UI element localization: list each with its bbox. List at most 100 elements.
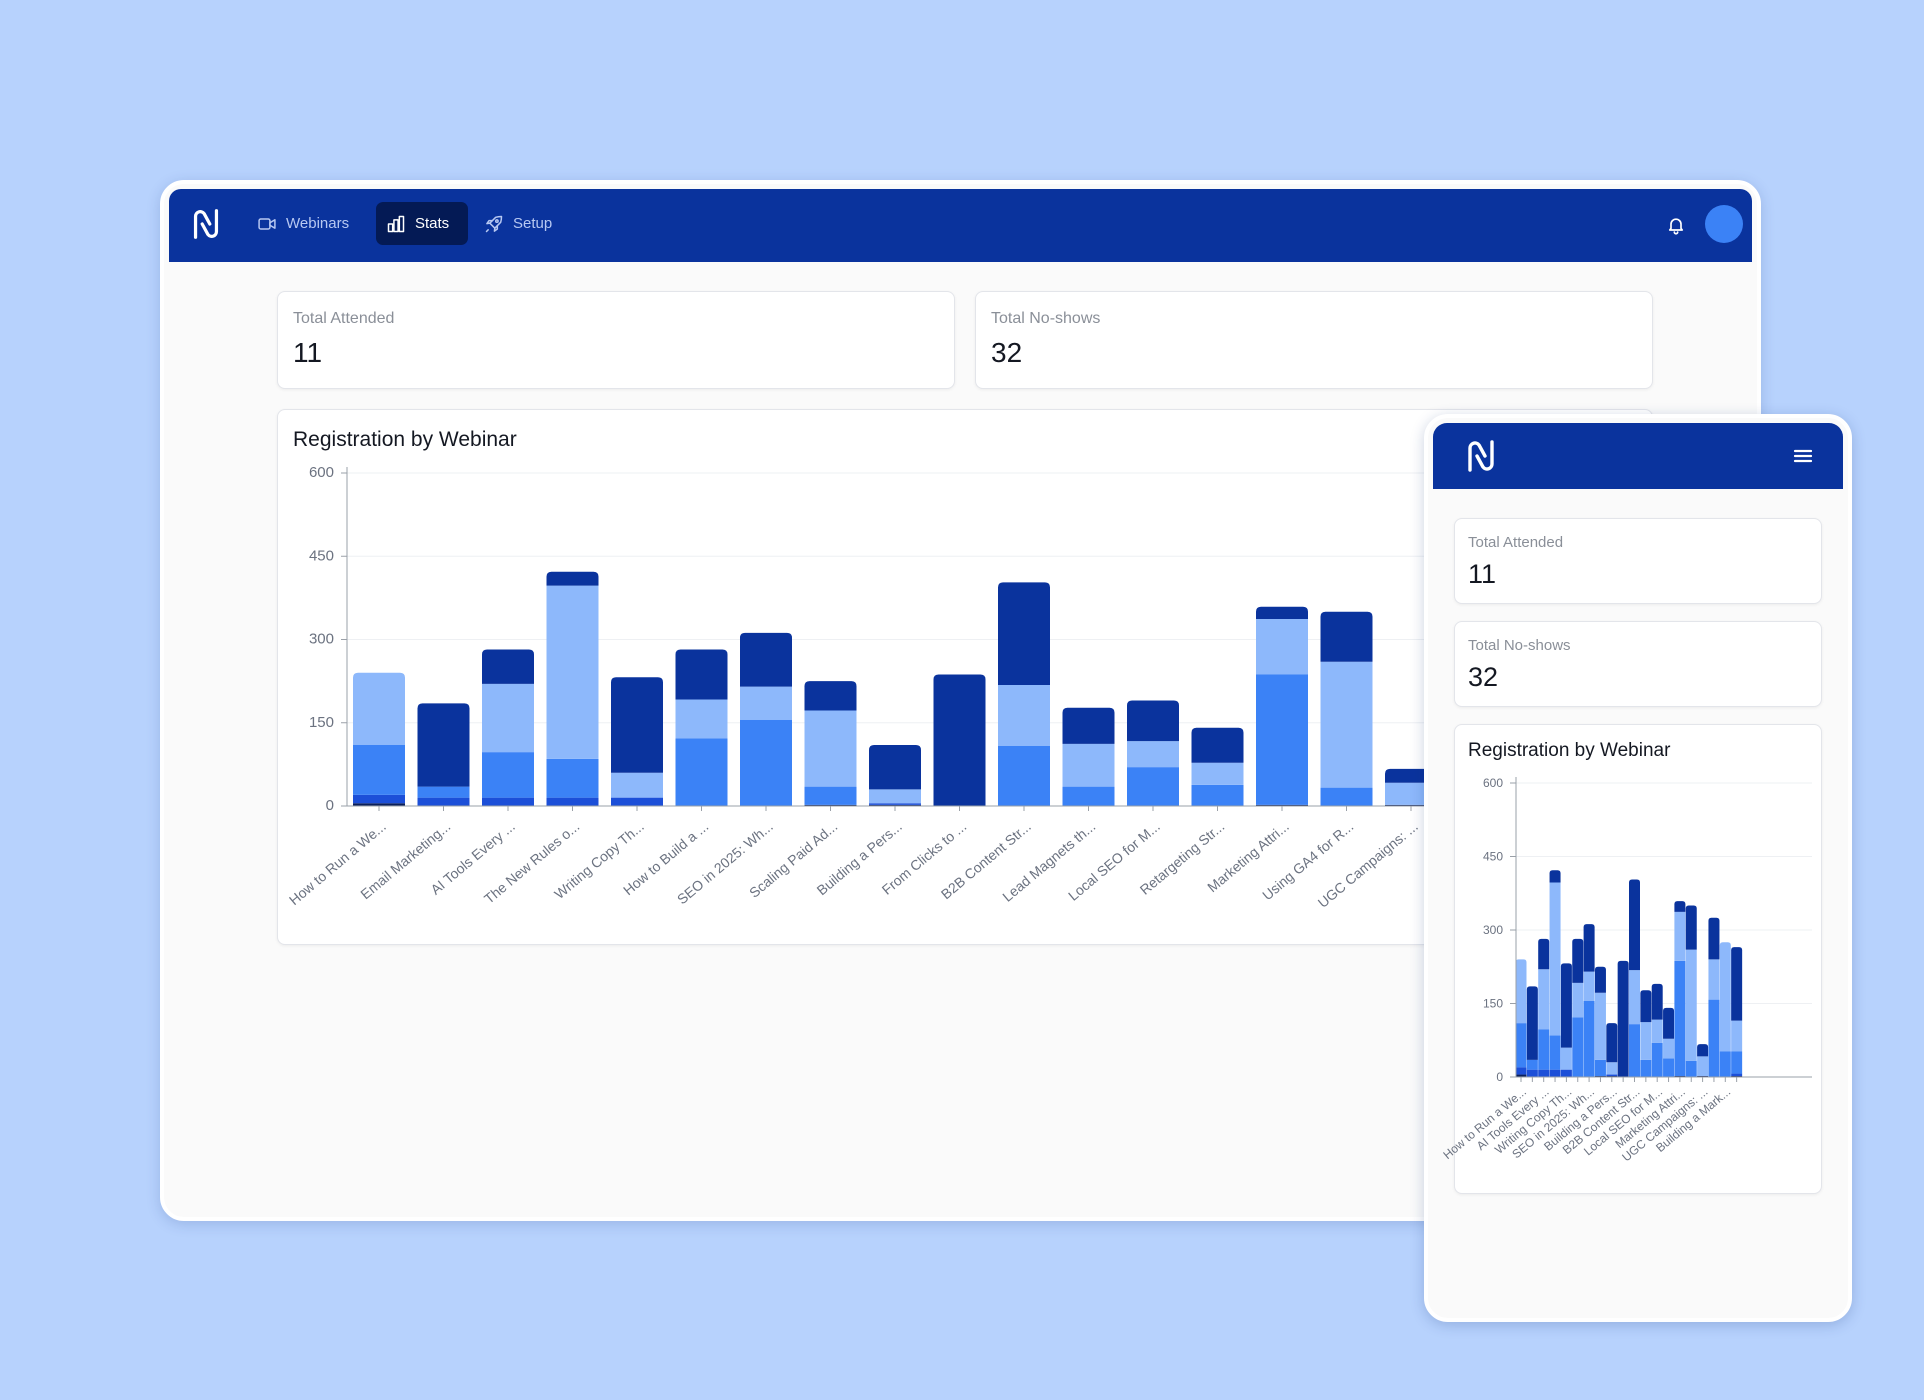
- bar-segment[interactable]: [1127, 767, 1179, 806]
- bar-segment[interactable]: [1583, 1001, 1595, 1077]
- bar-segment[interactable]: [1731, 1073, 1743, 1077]
- nav-item-setup[interactable]: Setup: [480, 202, 570, 245]
- bar-segment[interactable]: [1685, 905, 1697, 950]
- bar-segment[interactable]: [546, 571, 599, 586]
- bar-segment[interactable]: [1256, 674, 1308, 805]
- bar-segment[interactable]: [869, 789, 921, 804]
- bar-segment[interactable]: [1515, 1067, 1527, 1075]
- bar-segment[interactable]: [1560, 1069, 1572, 1077]
- bar-segment[interactable]: [998, 685, 1050, 747]
- bar-segment[interactable]: [869, 803, 921, 805]
- bar-segment[interactable]: [1697, 1044, 1709, 1057]
- bar-segment[interactable]: [675, 738, 728, 806]
- bar-segment[interactable]: [1674, 911, 1686, 961]
- bar-segment[interactable]: [675, 699, 728, 739]
- bar-segment[interactable]: [1640, 990, 1652, 1023]
- user-avatar-icon[interactable]: [1705, 205, 1743, 243]
- brand-logo-icon[interactable]: [187, 205, 225, 243]
- bar-segment[interactable]: [1526, 986, 1538, 1060]
- bar-segment[interactable]: [1560, 963, 1572, 1048]
- bar-segment[interactable]: [1640, 1022, 1652, 1060]
- bar-segment[interactable]: [1526, 1059, 1538, 1070]
- bar-segment[interactable]: [546, 797, 599, 806]
- bar-segment[interactable]: [1663, 1038, 1675, 1059]
- bar-segment[interactable]: [1127, 741, 1179, 768]
- bar-segment[interactable]: [1256, 606, 1308, 619]
- bar-segment[interactable]: [1594, 1059, 1606, 1077]
- bar-segment[interactable]: [1538, 969, 1550, 1030]
- bar-segment[interactable]: [1538, 1029, 1550, 1070]
- bar-segment[interactable]: [1572, 982, 1584, 1018]
- bar-segment[interactable]: [1256, 618, 1308, 675]
- bar-segment[interactable]: [998, 582, 1050, 686]
- bar-segment[interactable]: [1651, 1019, 1663, 1043]
- bar-segment[interactable]: [1560, 1047, 1572, 1070]
- bar-segment[interactable]: [1062, 786, 1115, 806]
- bar-segment[interactable]: [1191, 727, 1244, 763]
- bar-segment[interactable]: [1549, 882, 1561, 1036]
- bar-segment[interactable]: [740, 686, 792, 720]
- bar-segment[interactable]: [675, 649, 728, 700]
- bar-segment[interactable]: [1515, 959, 1527, 1024]
- bell-icon[interactable]: [1666, 215, 1686, 235]
- bar-segment[interactable]: [1731, 1051, 1743, 1074]
- bar-segment[interactable]: [804, 786, 857, 805]
- bar-segment[interactable]: [1549, 870, 1561, 883]
- bar-segment[interactable]: [1583, 924, 1595, 972]
- bar-segment[interactable]: [1629, 879, 1640, 971]
- bar-segment[interactable]: [1731, 1020, 1743, 1052]
- bar-segment[interactable]: [1719, 942, 1731, 1052]
- bar-segment[interactable]: [1674, 901, 1686, 912]
- bar-segment[interactable]: [1731, 947, 1743, 1021]
- bar-segment[interactable]: [1629, 1024, 1640, 1077]
- bar-segment[interactable]: [546, 758, 599, 798]
- bar-segment[interactable]: [482, 797, 534, 806]
- bar-segment[interactable]: [1663, 1007, 1675, 1039]
- bar-segment[interactable]: [1526, 1069, 1538, 1077]
- bar-segment[interactable]: [417, 797, 470, 806]
- bar-segment[interactable]: [1127, 700, 1179, 742]
- bar-segment[interactable]: [1651, 983, 1663, 1020]
- bar-segment[interactable]: [417, 703, 470, 787]
- bar-segment[interactable]: [1606, 1062, 1618, 1075]
- bar-segment[interactable]: [804, 710, 857, 787]
- bar-segment[interactable]: [1320, 661, 1373, 788]
- bar-segment[interactable]: [1594, 992, 1606, 1060]
- bar-segment[interactable]: [353, 794, 405, 804]
- bar-segment[interactable]: [1062, 707, 1115, 744]
- bar-segment[interactable]: [1697, 1056, 1709, 1077]
- bar-segment[interactable]: [1549, 1069, 1561, 1077]
- hamburger-menu-icon[interactable]: [1791, 444, 1815, 468]
- bar-segment[interactable]: [1191, 784, 1244, 806]
- bar-segment[interactable]: [1685, 949, 1697, 1061]
- bar-segment[interactable]: [1719, 1051, 1731, 1077]
- bar-segment[interactable]: [804, 681, 857, 711]
- bar-segment[interactable]: [1062, 743, 1115, 787]
- bar-segment[interactable]: [482, 683, 534, 753]
- bar-segment[interactable]: [740, 719, 792, 806]
- bar-segment[interactable]: [611, 797, 663, 806]
- bar-segment[interactable]: [1572, 938, 1584, 983]
- bar-segment[interactable]: [1606, 1074, 1618, 1077]
- bar-segment[interactable]: [1594, 966, 1606, 993]
- bar-segment[interactable]: [1663, 1058, 1675, 1077]
- bar-segment[interactable]: [740, 632, 792, 687]
- nav-item-webinars[interactable]: Webinars: [249, 202, 361, 245]
- bar-segment[interactable]: [998, 746, 1050, 806]
- bar-segment[interactable]: [1320, 611, 1373, 662]
- bar-segment[interactable]: [1191, 762, 1244, 785]
- bar-segment[interactable]: [1606, 1023, 1618, 1063]
- bar-segment[interactable]: [1640, 1059, 1652, 1077]
- bar-segment[interactable]: [353, 744, 405, 795]
- bar-segment[interactable]: [546, 585, 599, 759]
- bar-segment[interactable]: [417, 786, 470, 798]
- bar-segment[interactable]: [1538, 1069, 1550, 1077]
- bar-segment[interactable]: [1629, 970, 1640, 1025]
- bar-segment[interactable]: [1708, 917, 1720, 960]
- bar-segment[interactable]: [1708, 999, 1720, 1077]
- bar-segment[interactable]: [353, 803, 405, 806]
- bar-segment[interactable]: [1651, 1042, 1663, 1077]
- bar-segment[interactable]: [1685, 1060, 1697, 1077]
- bar-segment[interactable]: [1515, 1023, 1527, 1068]
- bar-segment[interactable]: [1674, 960, 1686, 1077]
